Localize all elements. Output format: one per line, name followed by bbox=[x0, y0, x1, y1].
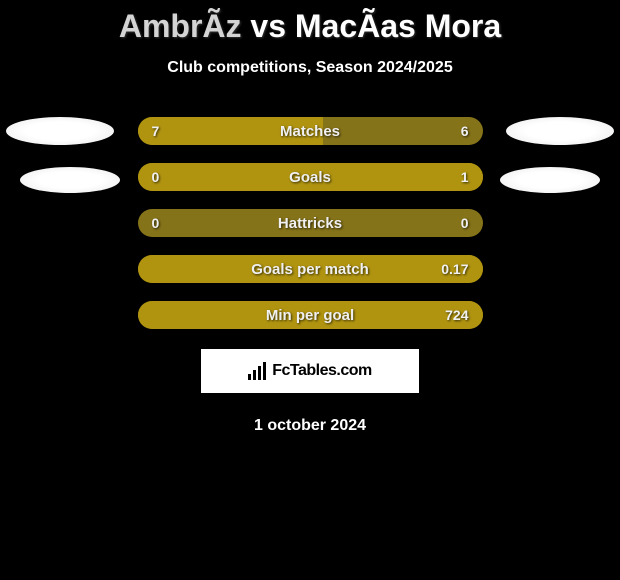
logo-box: FcTables.com bbox=[201, 349, 419, 393]
player-ellipse-0 bbox=[6, 117, 114, 145]
logo-text: FcTables.com bbox=[272, 362, 372, 380]
stat-label: Min per goal bbox=[266, 307, 354, 324]
stat-value-left: 7 bbox=[152, 123, 160, 139]
stat-value-left: 0 bbox=[152, 215, 160, 231]
stat-value-right: 6 bbox=[461, 123, 469, 139]
stats-wrapper: 7 Matches 6 0 Goals 1 0 Hattricks 0 Goals per mat… bbox=[0, 117, 620, 329]
stat-value-right: 0.17 bbox=[441, 261, 468, 277]
vs-text: vs bbox=[250, 8, 286, 44]
stat-label: Goals per match bbox=[251, 261, 369, 278]
subtitle-text: Club competitions, Season 2024/2025 bbox=[0, 59, 620, 77]
stat-row-matches: 7 Matches 6 bbox=[138, 117, 483, 145]
stat-value-right: 1 bbox=[461, 169, 469, 185]
date-text: 1 october 2024 bbox=[0, 417, 620, 435]
stat-label: Hattricks bbox=[278, 215, 342, 232]
player1-name: AmbrÃz bbox=[119, 8, 242, 44]
player-ellipse-3 bbox=[500, 167, 600, 193]
player2-name: MacÃas Mora bbox=[295, 8, 501, 44]
stat-row-hattricks: 0 Hattricks 0 bbox=[138, 209, 483, 237]
stat-value-right: 724 bbox=[445, 307, 468, 323]
page-title: AmbrÃz vs MacÃas Mora bbox=[0, 8, 620, 45]
stat-row-goals: 0 Goals 1 bbox=[138, 163, 483, 191]
stat-row-min-per-goal: Min per goal 724 bbox=[138, 301, 483, 329]
stat-value-right: 0 bbox=[461, 215, 469, 231]
stat-value-left: 0 bbox=[152, 169, 160, 185]
stat-row-goals-per-match: Goals per match 0.17 bbox=[138, 255, 483, 283]
main-container: AmbrÃz vs MacÃas Mora Club competitions,… bbox=[0, 0, 620, 435]
player-ellipse-1 bbox=[20, 167, 120, 193]
stat-label: Matches bbox=[280, 123, 340, 140]
stat-label: Goals bbox=[289, 169, 331, 186]
bars-icon bbox=[248, 362, 268, 380]
player-ellipse-2 bbox=[506, 117, 614, 145]
